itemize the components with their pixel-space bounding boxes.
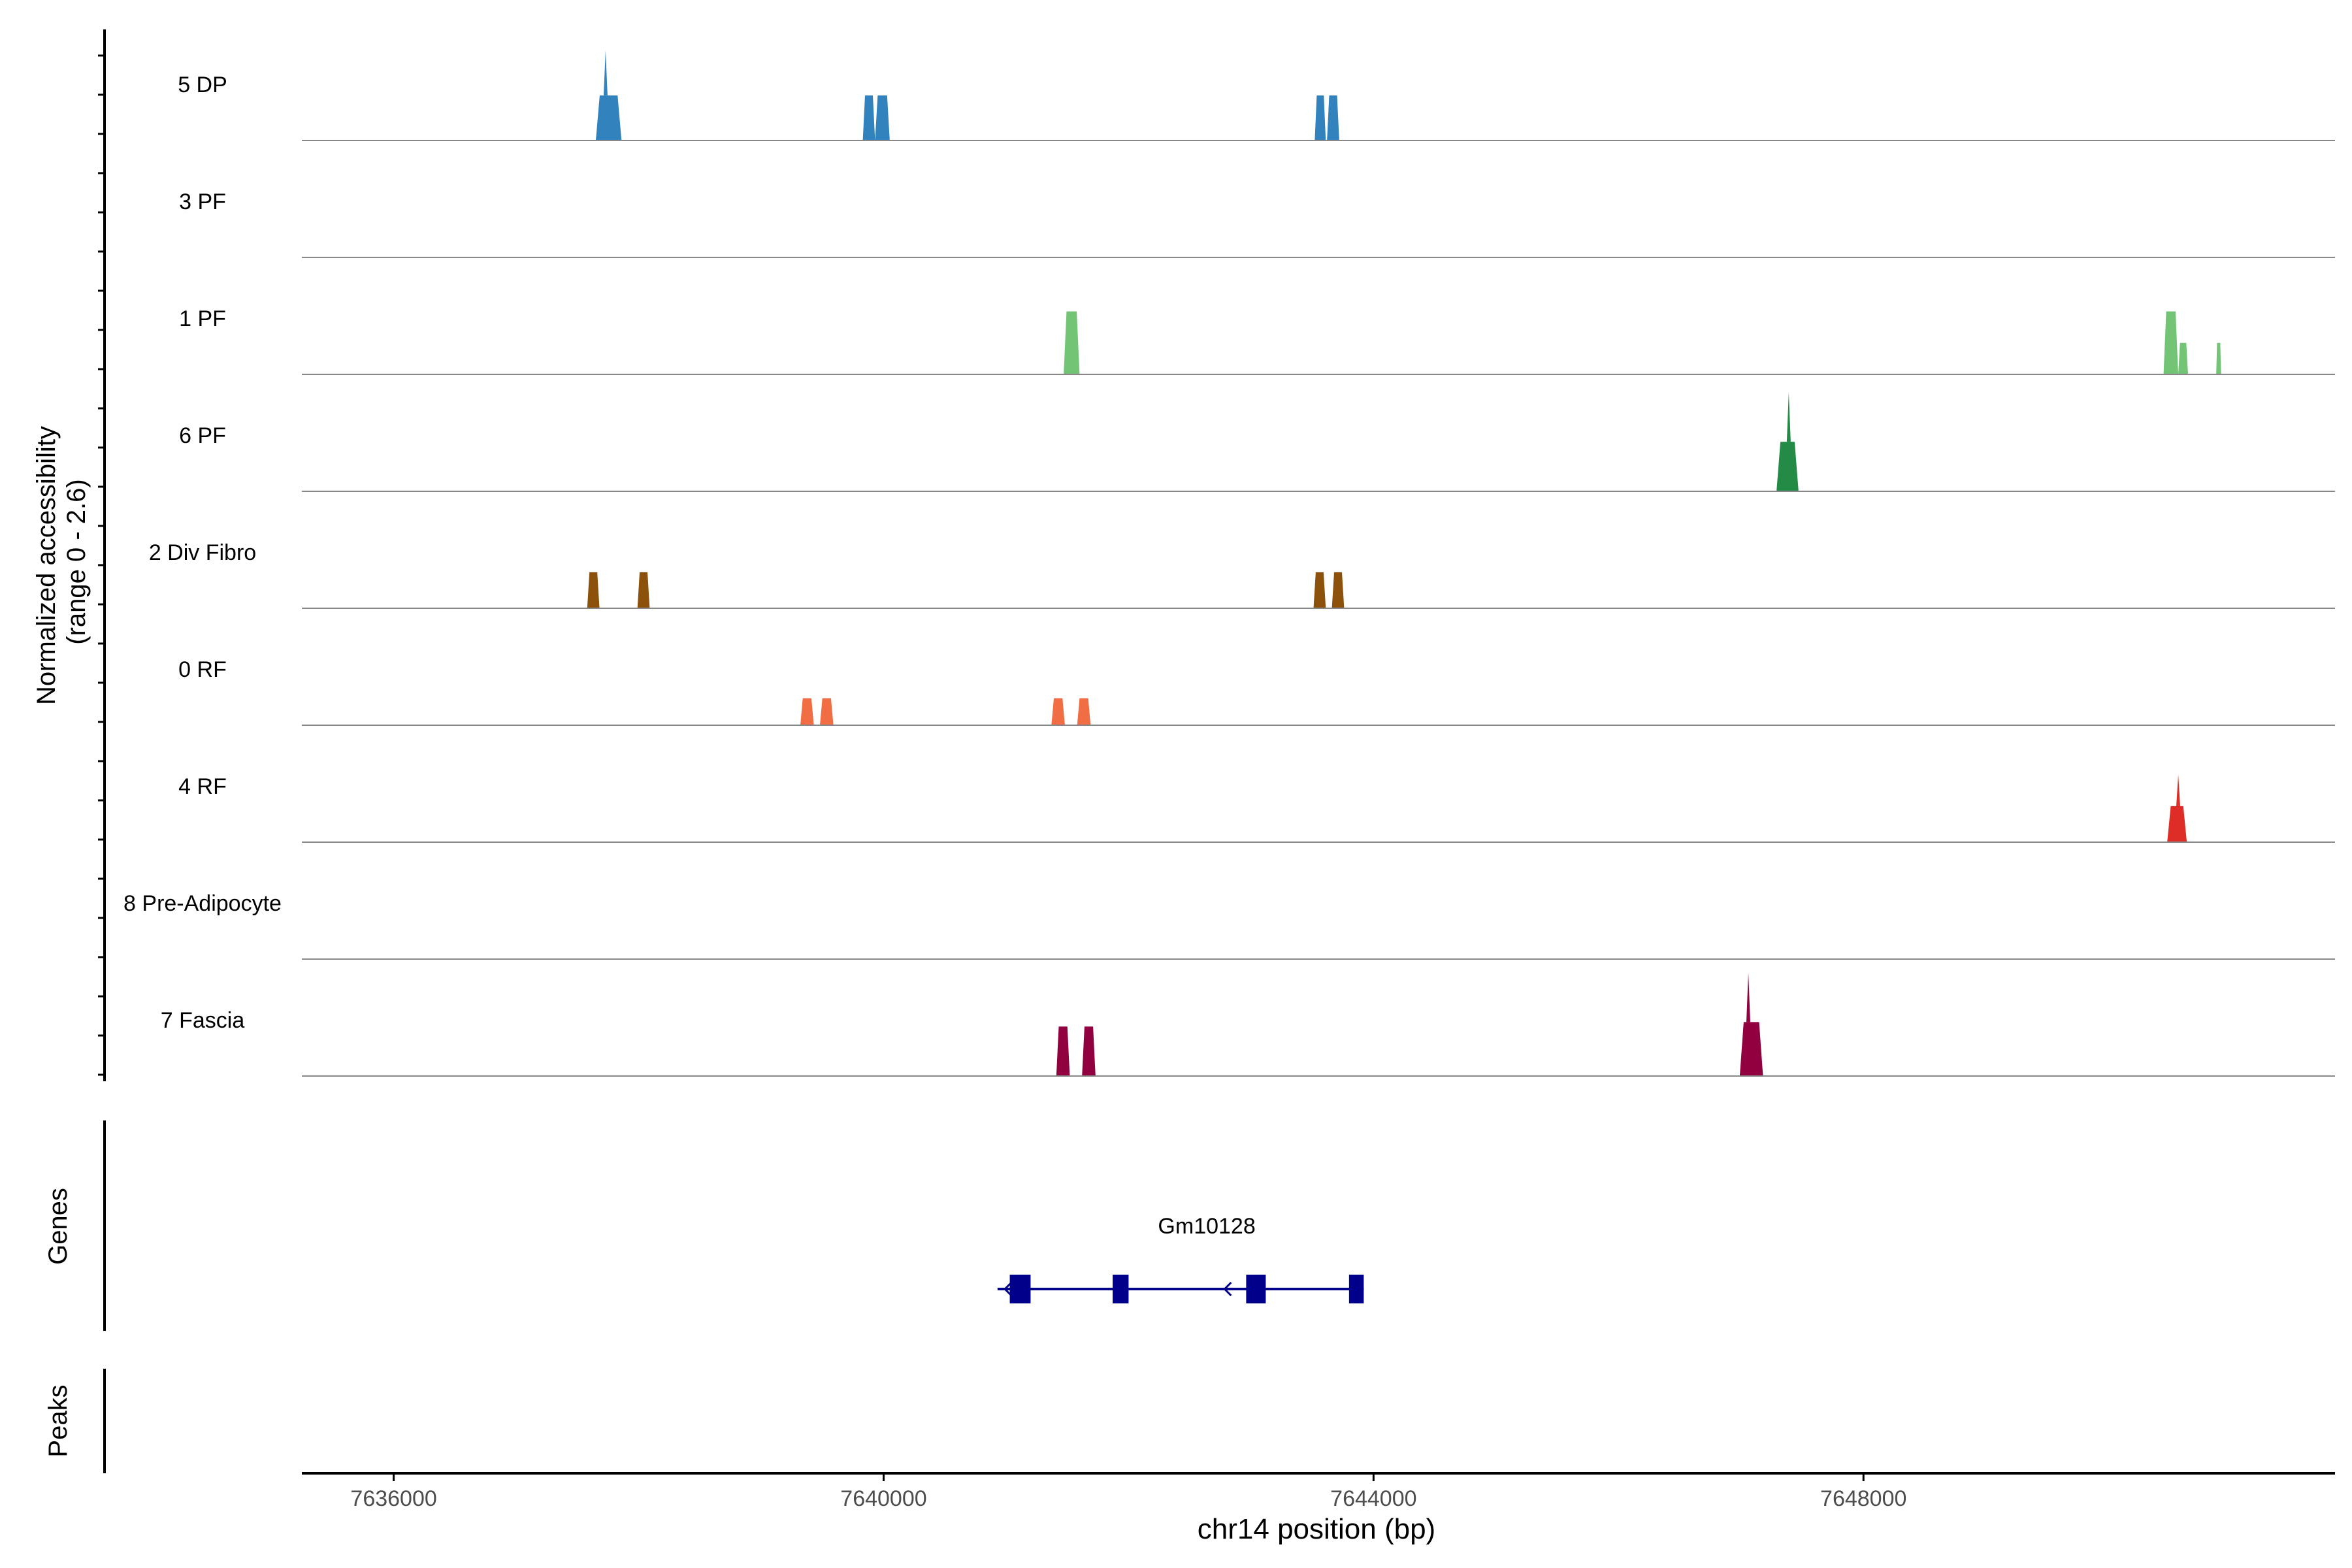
- gene-exon: [1348, 1275, 1364, 1303]
- track-1-pf: 1 PF: [179, 306, 2335, 375]
- accessibility-tracks: 5 DP 3 PF 1 PF 6 PF 2 Div Fibro 0 RF 4 RF 8 Pre…: [123, 50, 2335, 1077]
- track-label: 2 Div Fibro: [149, 540, 256, 565]
- x-axis: 7636000 7640000 7644000 7648000: [302, 1472, 2335, 1511]
- coverage-peak: [2178, 342, 2189, 374]
- track-label: 6 PF: [179, 423, 226, 448]
- gene-exon: [1246, 1275, 1266, 1303]
- coverage-peak: [1064, 311, 1080, 374]
- track-label: 8 Pre-Adipocyte: [123, 891, 282, 916]
- gene-exon: [1113, 1275, 1129, 1303]
- x-tick-label: 7644000: [1330, 1486, 1416, 1511]
- x-tick-label: 7648000: [1820, 1486, 1906, 1511]
- coverage-peak: [1077, 698, 1091, 725]
- track-0-rf: 0 RF: [178, 657, 2335, 726]
- track-label: 1 PF: [179, 306, 226, 331]
- coverage-peak: [1327, 95, 1339, 140]
- y-axis-label: Normalized accessibility (range 0 - 2.6): [32, 419, 91, 705]
- coverage-peak: [637, 572, 650, 608]
- coverage-spike: [2176, 774, 2181, 806]
- coverage-peak: [2163, 311, 2179, 374]
- track-label: 4 RF: [178, 774, 227, 799]
- coverage-spike: [1746, 972, 1751, 1022]
- coverage-peak: [1056, 1026, 1070, 1076]
- coverage-peak: [595, 95, 622, 140]
- track-5-dp: 5 DP: [178, 50, 2335, 141]
- track-4-rf: 4 RF: [178, 774, 2335, 843]
- track-3-pf: 3 PF: [179, 189, 2335, 258]
- coverage-peak: [819, 698, 834, 725]
- strand-arrow: [1223, 1281, 1232, 1297]
- strand-arrow: [1003, 1281, 1013, 1297]
- track-label: 3 PF: [179, 189, 226, 214]
- x-tick-label: 7636000: [350, 1486, 436, 1511]
- coverage-peak: [1051, 698, 1065, 725]
- coverage-peak: [875, 95, 890, 140]
- coverage-spike: [1786, 392, 1791, 442]
- coverage-peak: [1313, 572, 1326, 608]
- track-label: 0 RF: [178, 657, 227, 682]
- coverage-peak: [2216, 342, 2221, 374]
- peaks-track-label: Peaks: [44, 1384, 73, 1457]
- y-axis-label-line-2: (range 0 - 2.6): [62, 479, 91, 644]
- track-7-fascia: 7 Fascia: [161, 972, 2335, 1077]
- coverage-peak: [800, 698, 814, 725]
- coverage-peak: [587, 572, 600, 608]
- track-6-pf: 6 PF: [179, 392, 2335, 492]
- y-axis-label-line-1: Normalized accessibility: [32, 426, 61, 705]
- track-8-pre-adipocyte: 8 Pre-Adipocyte: [123, 891, 2335, 960]
- coverage-spike: [603, 50, 608, 96]
- track-2-div-fibro: 2 Div Fibro: [149, 540, 2335, 609]
- coverage-peak: [1315, 95, 1326, 140]
- track-label: 7 Fascia: [161, 1008, 245, 1033]
- coverage-peak: [1776, 442, 1799, 491]
- track-label: 5 DP: [178, 73, 227, 97]
- x-tick-label: 7640000: [840, 1486, 926, 1511]
- gene-gm10128: Gm10128: [997, 1214, 1364, 1303]
- coverage-peak: [1739, 1022, 1763, 1076]
- genes-track-label: Genes: [44, 1188, 73, 1265]
- left-axis-lines: [98, 29, 106, 1473]
- coverage-peak: [862, 95, 875, 140]
- coverage-peak: [1082, 1026, 1096, 1076]
- coverage-peak: [1331, 572, 1345, 608]
- coverage-peak: [2167, 806, 2187, 842]
- genes-track: Gm10128: [997, 1214, 1364, 1303]
- x-axis-title: chr14 position (bp): [1198, 1513, 1435, 1545]
- gene-name-label: Gm10128: [1158, 1214, 1255, 1239]
- gene-exon: [1009, 1275, 1031, 1303]
